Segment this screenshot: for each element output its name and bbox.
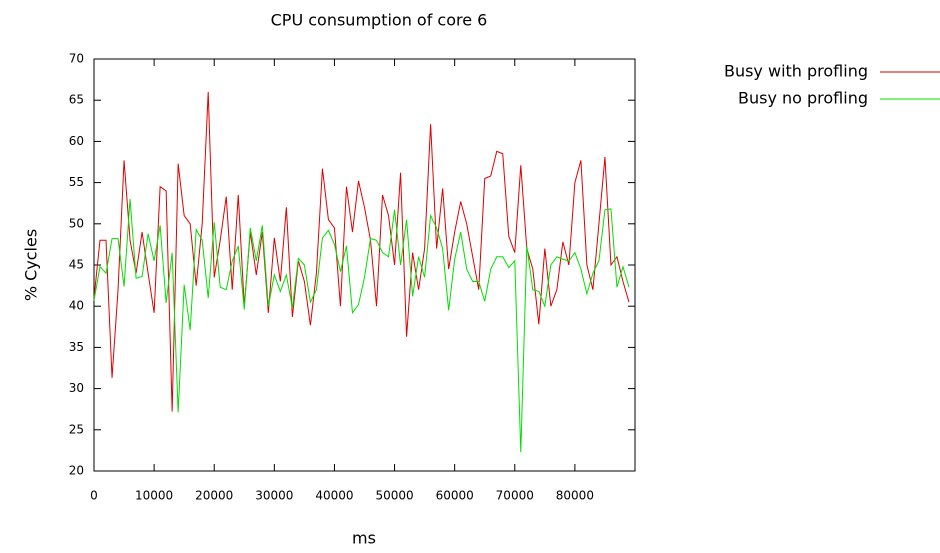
y-tick-label: 40 [69, 299, 84, 313]
plot-frame [93, 58, 636, 472]
chart-title: CPU consumption of core 6 [271, 11, 488, 30]
x-tick-label: 50000 [375, 489, 413, 503]
y-tick-label: 60 [69, 134, 84, 148]
x-tick-label: 60000 [436, 489, 474, 503]
x-tick-label: 30000 [255, 489, 293, 503]
y-tick-label: 25 [69, 422, 84, 436]
y-tick-label: 35 [69, 340, 84, 354]
y-tick-label: 30 [69, 381, 84, 395]
series-line [93, 199, 630, 453]
y-axis-label: % Cycles [22, 229, 41, 301]
legend-label: Busy with profling [724, 62, 868, 81]
y-tick-label: 50 [69, 216, 84, 230]
x-tick-label: 0 [90, 489, 98, 503]
y-tick-label: 65 [69, 93, 84, 107]
y-tick-label: 20 [69, 464, 84, 478]
x-tick-label: 40000 [315, 489, 353, 503]
series-line [93, 91, 630, 412]
x-tick-label: 80000 [556, 489, 594, 503]
x-tick-label: 20000 [195, 489, 233, 503]
y-tick-label: 45 [69, 258, 84, 272]
x-tick-label: 70000 [496, 489, 534, 503]
legend-label: Busy no profling [738, 89, 868, 108]
y-tick-label: 55 [69, 175, 84, 189]
x-tick-label: 10000 [135, 489, 173, 503]
y-tick-label: 70 [69, 52, 84, 66]
x-axis-label: ms [352, 529, 376, 548]
